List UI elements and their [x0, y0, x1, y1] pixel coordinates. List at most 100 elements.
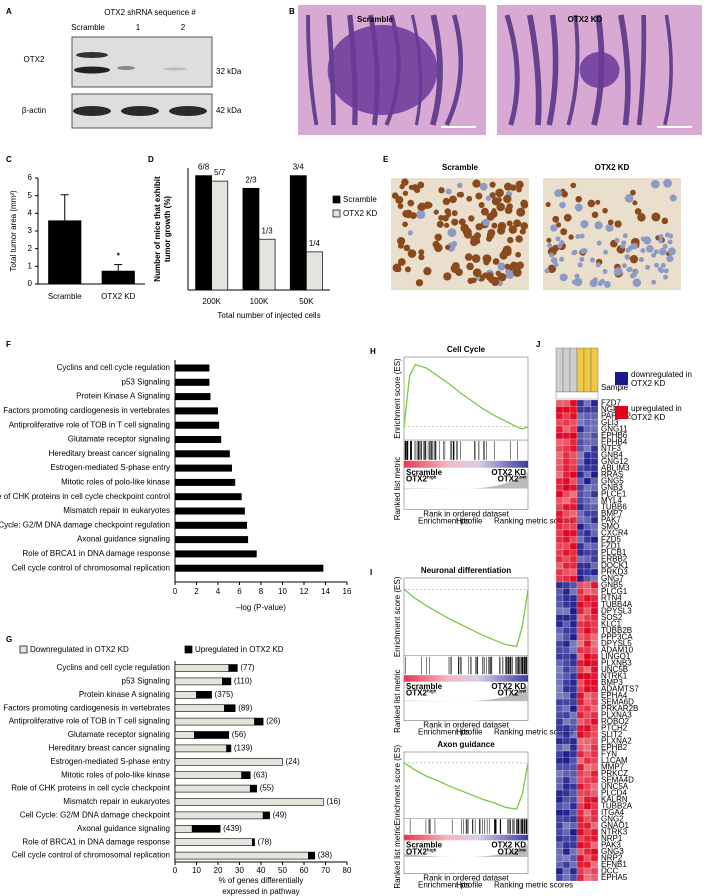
category-label: Mitotic roles of polo-like kinase: [61, 770, 170, 779]
nucleus: [485, 195, 492, 201]
heatmap-cell: [562, 607, 571, 615]
heatmap-cell: [569, 445, 578, 453]
heatmap-cell: [569, 796, 578, 804]
heatmap-cell: [583, 822, 592, 830]
heatmap-cell: [555, 614, 564, 622]
heatmap-cell: [569, 640, 578, 648]
category-label: Cell Cycle: G2/M DNA damage checkpoint r…: [0, 520, 170, 529]
x-tick-label: 20: [214, 866, 223, 875]
heatmap-cell: [576, 432, 585, 440]
heatmap-cell: [583, 848, 592, 856]
nucleus: [516, 261, 524, 270]
heatmap-cell: [562, 757, 571, 765]
tissue-fold: [636, 14, 647, 126]
nucleus: [520, 222, 529, 230]
heatmap-cell: [576, 841, 585, 849]
nucleus: [397, 203, 404, 210]
nucleus: [547, 264, 557, 274]
category-label: Antiproliferative role of TOB in T cell …: [9, 717, 170, 726]
category-label: Protein Kinase A Signaling: [76, 392, 170, 401]
heatmap-cell: [576, 549, 585, 557]
bar: [175, 536, 249, 544]
y-axis-label: Ranked list metric: [393, 669, 402, 733]
value-label: 6/8: [198, 163, 210, 172]
heatmap-cell: [590, 737, 599, 745]
heatmap-cell: [590, 770, 599, 778]
gene-level: high: [427, 475, 437, 480]
heatmap-cell: [590, 471, 599, 479]
heatmap-cell: [576, 718, 585, 726]
heatmap-cell: [590, 809, 599, 817]
heatmap-cell: [576, 861, 585, 869]
nucleus: [621, 240, 627, 246]
tissue-fold: [444, 14, 463, 126]
nucleus: [663, 178, 672, 188]
heatmap-cell: [590, 536, 599, 544]
tissue-fold: [663, 14, 673, 126]
x-tick-label: Scramble: [48, 292, 82, 301]
nucleus: [650, 179, 660, 189]
nucleus: [658, 247, 667, 256]
nucleus: [489, 181, 496, 188]
heatmap-cell: [562, 614, 571, 622]
gene-label: GNG11: [601, 424, 628, 433]
heatmap-cell: [576, 731, 585, 739]
tissue-fold: [546, 14, 559, 126]
gene-count: (56): [232, 730, 247, 739]
heatmap-cell: [583, 653, 592, 661]
nucleus: [404, 266, 411, 273]
x-tick-label: 50K: [299, 297, 314, 306]
heatmap-cell: [590, 828, 599, 836]
nucleus: [663, 274, 669, 280]
heatmap-cell: [562, 874, 571, 882]
x-tick-label: 16: [343, 587, 352, 596]
panel-letter: H: [370, 347, 376, 356]
tissue-fold: [566, 14, 580, 126]
heatmap-cell: [562, 555, 571, 563]
heatmap-cell: [583, 763, 592, 771]
heatmap-cell: [590, 744, 599, 752]
heatmap-cell: [590, 789, 599, 797]
gene-label: GNB5: [601, 580, 623, 589]
heatmap-cell: [590, 705, 599, 713]
nucleus: [552, 215, 560, 223]
heatmap-cell: [555, 822, 564, 830]
heatmap-cell: [569, 692, 578, 700]
heatmap-cell: [590, 750, 599, 758]
heatmap-cell: [583, 711, 592, 719]
panel-letter: J: [536, 340, 540, 349]
gene-count: (49): [273, 811, 288, 820]
heatmap-cell: [583, 809, 592, 817]
heatmap-cell: [569, 828, 578, 836]
category-label: Role of CHK proteins in cell cycle check…: [11, 784, 171, 793]
heatmap-cell: [576, 607, 585, 615]
heatmap-cell: [562, 679, 571, 687]
nucleus: [520, 199, 528, 208]
gene-label: GNG2: [601, 814, 624, 823]
y-axis-label: Ranked list metric: [393, 825, 402, 889]
nucleus: [449, 195, 457, 204]
heatmap-cell: [569, 705, 578, 713]
gene-label: GLI3: [601, 418, 619, 427]
nucleus: [634, 208, 642, 215]
group-gene: OTX2high: [406, 847, 437, 856]
x-tick-label: 10: [192, 866, 201, 875]
blot-band: [74, 66, 110, 74]
heatmap-cell: [590, 796, 599, 804]
heatmap-cell: [562, 711, 571, 719]
heatmap-cell: [555, 672, 564, 680]
heatmap-cell: [569, 497, 578, 505]
heatmap-cell: [562, 542, 571, 550]
heatmap-cell: [590, 633, 599, 641]
heatmap-cell: [555, 588, 564, 596]
nucleus: [504, 263, 511, 270]
nucleus: [667, 239, 673, 245]
heatmap-cell: [583, 861, 592, 869]
nucleus: [457, 182, 463, 189]
heatmap-cell: [583, 399, 592, 407]
group-gene: OTX2low: [498, 475, 527, 484]
category-label: Glutamate receptor signaling: [68, 435, 170, 444]
heatmap-cell: [555, 516, 564, 524]
gene-label: EFNB1: [601, 860, 627, 869]
